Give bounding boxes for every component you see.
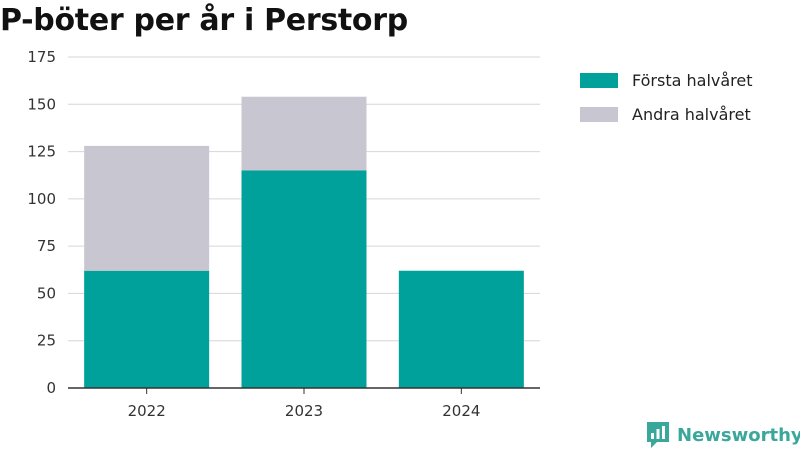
legend-swatch-forsta <box>580 72 618 88</box>
x-tick-label-2022: 2022 <box>128 402 166 420</box>
y-tick-label-175: 175 <box>27 48 56 66</box>
chart-title: P-böter per år i Perstorp <box>0 3 408 38</box>
legend-item-forsta: Första halvåret <box>580 68 753 92</box>
bar-2023-series-0 <box>241 170 367 388</box>
y-tick-label-100: 100 <box>27 190 56 208</box>
newsworthy-logo-icon <box>647 422 669 448</box>
bar-2023-series-1 <box>241 96 367 171</box>
legend-item-andra: Andra halvåret <box>580 102 753 126</box>
legend-label-andra: Andra halvåret <box>632 104 751 124</box>
y-tick-label-0: 0 <box>46 379 56 397</box>
newsworthy-brand: Newsworthy <box>645 420 800 450</box>
y-tick-label-50: 50 <box>37 284 56 302</box>
bar-2022-series-1 <box>84 145 210 271</box>
y-tick-label-125: 125 <box>27 143 56 161</box>
legend-swatch-andra <box>580 106 618 122</box>
y-tick-label-25: 25 <box>37 332 56 350</box>
y-tick-label-75: 75 <box>37 237 56 255</box>
newsworthy-brand-name: Newsworthy <box>677 424 800 446</box>
x-tick-label-2024: 2024 <box>442 402 480 420</box>
y-tick-label-150: 150 <box>27 95 56 113</box>
bar-2022-series-0 <box>84 270 210 388</box>
bar-2024-series-0 <box>398 270 524 388</box>
chart-legend: Första halvåret Andra halvåret <box>580 68 753 136</box>
legend-label-forsta: Första halvåret <box>632 70 753 90</box>
x-tick-label-2023: 2023 <box>285 402 323 420</box>
